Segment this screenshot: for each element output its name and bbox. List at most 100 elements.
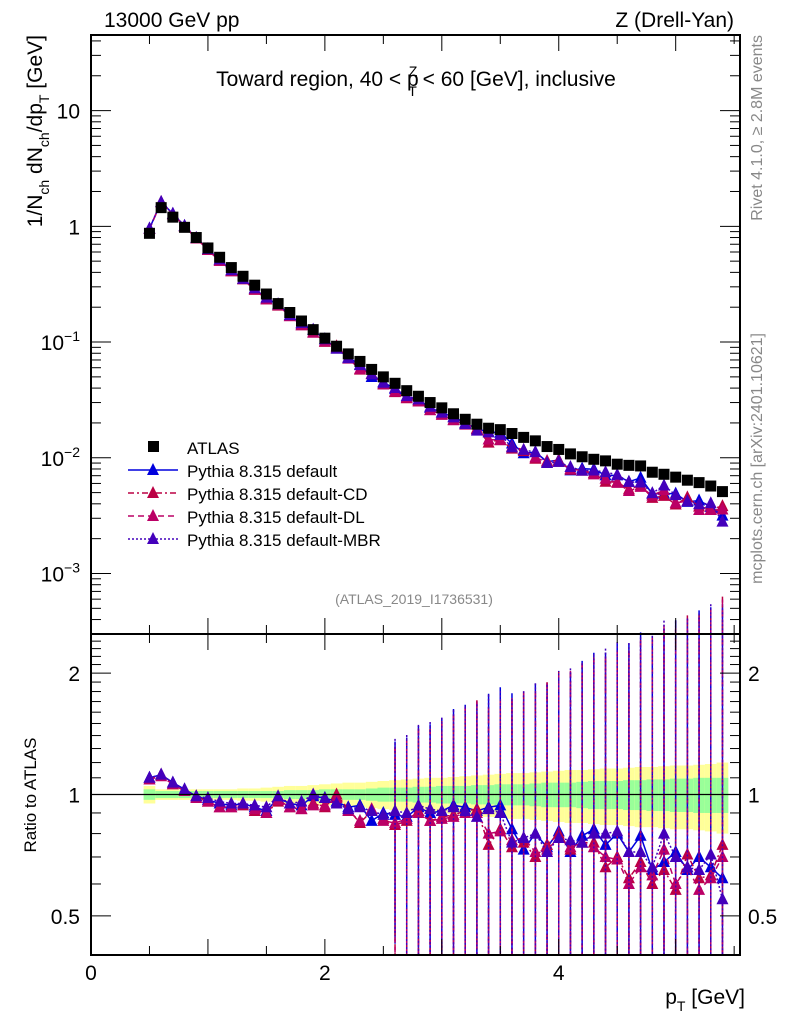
atlas-data-point — [190, 232, 202, 244]
ratio-data-point — [307, 798, 320, 811]
legend-marker — [147, 532, 159, 544]
ratio-y-tick-label: 0.5 — [51, 906, 80, 929]
atlas-data-point — [436, 402, 448, 414]
data-point — [669, 488, 682, 501]
atlas-data-point — [716, 486, 728, 498]
data-point — [552, 454, 565, 467]
header-right: Z (Drell-Yan) — [615, 9, 734, 32]
ratio-data-point — [529, 845, 542, 858]
atlas-data-point — [366, 363, 378, 375]
y-tick-label: 10−3 — [41, 559, 81, 586]
data-point — [541, 456, 554, 469]
data-point — [505, 440, 518, 453]
ratio-data-point — [143, 770, 156, 783]
ratio-data-point — [611, 824, 624, 837]
y-tick-label: 10−2 — [41, 444, 81, 471]
ratio-data-point — [622, 845, 635, 858]
ratio-data-point — [342, 802, 355, 815]
ratio-data-point — [248, 798, 261, 811]
main-panel-series — [143, 194, 729, 527]
ratio-data-point — [505, 835, 518, 848]
atlas-data-point — [705, 480, 717, 492]
rivet-version-label: Rivet 4.1.0, ≥ 2.8M events — [749, 35, 766, 221]
ratio-data-point — [681, 860, 694, 873]
ratio-data-point — [646, 868, 659, 881]
data-point — [681, 494, 694, 507]
ratio-data-point — [166, 775, 179, 788]
legend-label: Pythia 8.315 default — [187, 462, 338, 481]
atlas-data-point — [342, 348, 354, 360]
atlas-data-point — [448, 408, 460, 420]
ratio-y-tick-label-right: 2 — [748, 663, 760, 686]
atlas-data-point — [646, 466, 658, 478]
legend: ATLAS Pythia 8.315 default Pythia 8.315 de… — [128, 439, 381, 550]
data-point — [634, 475, 647, 488]
x-tick-label: 4 — [553, 962, 565, 985]
atlas-data-point — [354, 355, 366, 367]
ratio-data-point — [459, 804, 472, 817]
data-point — [693, 497, 706, 510]
legend-marker — [147, 463, 159, 475]
ratio-data-point — [470, 809, 483, 822]
ratio-data-point — [541, 845, 554, 858]
atlas-data-point — [167, 211, 179, 223]
ratio-data-point — [494, 805, 507, 818]
ratio-data-point — [494, 824, 507, 837]
ratio-data-point — [693, 862, 706, 875]
legend-label: Pythia 8.315 default-DL — [187, 508, 365, 527]
atlas-data-point — [389, 377, 401, 389]
ratio-data-point — [634, 845, 647, 858]
data-point — [622, 484, 635, 497]
ratio-data-point — [599, 826, 612, 839]
legend-marker — [147, 509, 159, 521]
atlas-data-point — [284, 307, 296, 319]
ratio-data-point — [307, 787, 320, 800]
atlas-data-point — [588, 453, 600, 465]
atlas-data-point — [237, 270, 249, 282]
ratio-data-point — [190, 789, 203, 802]
data-point — [704, 496, 717, 509]
ratio-data-point — [178, 782, 191, 795]
ratio-line-1 — [149, 773, 724, 892]
atlas-data-point — [576, 451, 588, 463]
atlas-data-point — [541, 441, 553, 453]
atlas-data-point — [331, 340, 343, 352]
y-tick-label: 10−1 — [41, 328, 81, 355]
atlas-data-point — [518, 431, 530, 443]
atlas-data-point — [635, 460, 647, 472]
data-point — [611, 467, 624, 480]
ratio-data-point — [716, 849, 729, 862]
ratio-data-point — [353, 800, 366, 813]
ratio-data-point — [365, 813, 378, 826]
atlas-data-point — [471, 418, 483, 430]
ratio-data-point — [330, 796, 343, 809]
data-point — [622, 474, 635, 487]
mcplots-source-label: mcplots.cern.ch [arXiv:2401.10621] — [749, 333, 766, 584]
ratio-data-point — [646, 860, 659, 873]
ratio-data-point — [389, 815, 402, 828]
atlas-data-point — [272, 298, 284, 310]
ratio-data-point — [564, 833, 577, 846]
ratio-data-point — [622, 876, 635, 889]
legend-label: Pythia 8.315 default-CD — [187, 485, 368, 504]
ratio-data-point — [213, 794, 226, 807]
atlas-data-point — [564, 448, 576, 460]
data-point — [482, 432, 495, 445]
x-axis-label: pT [GeV] — [665, 986, 745, 1014]
ratio-data-point — [447, 800, 460, 813]
atlas-data-point — [459, 413, 471, 425]
ratio-data-point — [693, 871, 706, 884]
ratio-data-point — [482, 802, 495, 815]
atlas-data-point — [143, 227, 155, 239]
ratio-data-point — [353, 813, 366, 826]
ratio-data-point — [716, 892, 729, 905]
ratio-data-point — [283, 796, 296, 809]
data-point — [599, 465, 612, 478]
ratio-data-point — [529, 826, 542, 839]
ratio-data-point — [225, 796, 238, 809]
chart-title: Toward region, 40 < pZ T < 60 [GeV], incl… — [216, 63, 616, 99]
atlas-data-point — [307, 324, 319, 336]
ratio-data-point — [318, 791, 331, 804]
atlas-data-point — [155, 202, 167, 214]
atlas-data-point — [424, 397, 436, 409]
